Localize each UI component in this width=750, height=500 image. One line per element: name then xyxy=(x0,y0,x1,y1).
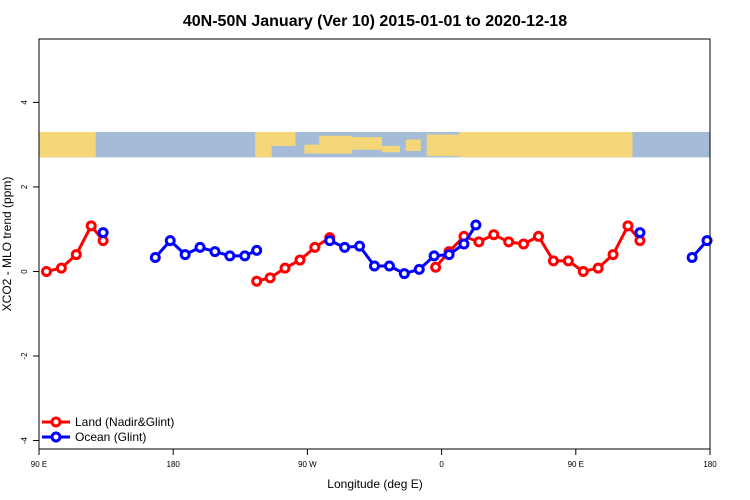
y-axis-tick-labels: 4 2 0 -2 -4 xyxy=(20,100,29,444)
y-tick-label: 0 xyxy=(20,269,29,274)
land-data-point xyxy=(473,236,485,248)
plot-area-frame xyxy=(38,38,711,450)
x-tick-label: 90 E xyxy=(568,460,584,469)
ocean-data-point xyxy=(251,244,263,256)
land-data-point xyxy=(607,249,619,261)
series-layer xyxy=(40,219,713,287)
ocean-data-point xyxy=(686,252,698,264)
map-land xyxy=(575,131,633,158)
land-data-point xyxy=(622,220,634,232)
land-data-point xyxy=(85,220,97,232)
land-data-point xyxy=(40,265,52,277)
ocean-data-point xyxy=(369,260,380,272)
ocean-data-point xyxy=(324,235,336,247)
land-data-point xyxy=(562,255,574,267)
ocean-data-point xyxy=(97,227,109,239)
y-tick-label: 2 xyxy=(20,184,29,189)
x-tick-label: 180 xyxy=(703,460,717,469)
land-data-point xyxy=(503,236,515,248)
map-land xyxy=(381,145,400,153)
axis-tick-marks xyxy=(33,101,711,455)
x-axis-tick-labels: 90 E 180 90 W 0 90 E 180 xyxy=(31,460,717,469)
ocean-data-point xyxy=(149,252,161,264)
x-axis-title: Longitude (deg E) xyxy=(327,477,422,491)
map-land xyxy=(255,131,272,158)
x-tick-label: 0 xyxy=(439,460,444,469)
ocean-data-point xyxy=(443,249,455,261)
ocean-data-point xyxy=(194,241,206,253)
land-data-point xyxy=(592,262,604,274)
ocean-data-point xyxy=(339,241,351,253)
ocean-data-point xyxy=(413,263,425,275)
ocean-data-point xyxy=(239,250,251,262)
land-data-point xyxy=(430,261,442,273)
land-data-point xyxy=(533,230,545,242)
y-tick-label: -2 xyxy=(20,352,29,360)
map-land xyxy=(426,134,460,157)
ocean-data-point xyxy=(428,250,440,262)
legend: Land (Nadir&Glint) Ocean (Glint) xyxy=(42,415,174,444)
map-land xyxy=(531,131,576,158)
y-tick-label: 4 xyxy=(20,100,29,105)
land-data-point xyxy=(577,265,589,277)
y-axis-title: XCO2 - MLO trend (ppm) xyxy=(0,177,14,312)
land-data-point xyxy=(518,238,530,250)
land-data-point xyxy=(547,255,559,267)
land-data-point xyxy=(279,262,291,274)
map-land xyxy=(39,131,96,158)
land-data-point xyxy=(264,272,276,284)
world-map-strip xyxy=(39,131,710,158)
ocean-data-point xyxy=(701,235,713,247)
ocean-data-point xyxy=(224,250,236,262)
land-data-point xyxy=(294,254,306,266)
y-tick-label: -4 xyxy=(20,436,29,444)
legend-land-label: Land (Nadir&Glint) xyxy=(75,415,174,429)
land-data-point xyxy=(55,262,67,274)
land-data-point xyxy=(309,241,321,253)
ocean-data-point xyxy=(354,240,366,252)
land-data-point xyxy=(70,249,82,261)
map-land xyxy=(271,131,296,146)
map-land xyxy=(459,131,532,158)
ocean-data-point xyxy=(470,219,482,231)
land-data-point xyxy=(488,229,500,241)
ocean-data-point xyxy=(164,235,176,247)
land-data-point xyxy=(251,275,263,287)
ocean-data-point xyxy=(634,227,646,239)
chart-title: 40N-50N January (Ver 10) 2015-01-01 to 2… xyxy=(183,13,567,30)
x-tick-label: 90 E xyxy=(31,460,47,469)
x-tick-label: 180 xyxy=(167,460,181,469)
ocean-data-point xyxy=(179,249,191,261)
map-land xyxy=(304,144,320,154)
ocean-data-point xyxy=(383,260,395,272)
map-land xyxy=(405,139,421,152)
map-land xyxy=(352,137,382,150)
ocean-data-point xyxy=(209,246,221,258)
map-land xyxy=(319,135,353,154)
legend-ocean-marker xyxy=(50,431,62,443)
legend-ocean-label: Ocean (Glint) xyxy=(75,430,146,444)
ocean-data-point xyxy=(458,238,470,250)
legend-land-marker xyxy=(50,416,62,428)
ocean-data-point xyxy=(398,268,410,280)
x-tick-label: 90 W xyxy=(298,460,317,469)
